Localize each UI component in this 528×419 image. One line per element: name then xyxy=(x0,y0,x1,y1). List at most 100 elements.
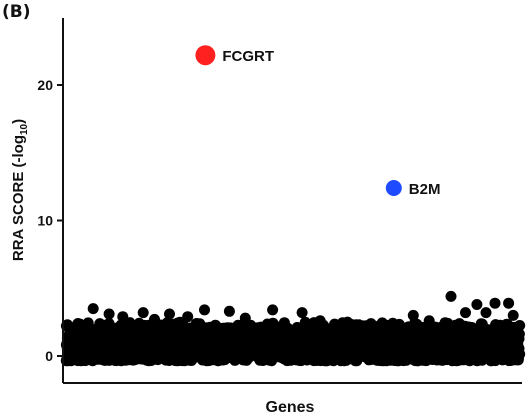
gene-point xyxy=(174,333,186,345)
gene-point-outlier xyxy=(149,313,160,325)
gene-point xyxy=(348,343,360,355)
gene-point xyxy=(265,340,277,352)
gene-point-outlier xyxy=(489,297,501,309)
panel-label: (B) xyxy=(2,2,31,22)
gene-point-outlier xyxy=(503,297,515,309)
gene-point xyxy=(339,349,351,361)
gene-point xyxy=(310,339,322,351)
gene-point-outlier xyxy=(87,303,99,315)
gene-point-outlier xyxy=(480,307,492,319)
highlight-point-fcgrt xyxy=(195,45,216,66)
gene-point-outlier xyxy=(199,304,210,316)
gene-point xyxy=(231,349,242,361)
gene-point xyxy=(446,334,458,346)
gene-point-outlier xyxy=(314,315,326,327)
gene-point xyxy=(152,344,164,356)
gene-point xyxy=(189,323,201,335)
gene-point xyxy=(360,336,372,348)
y-axis-label-main: RRA SCORE (-log xyxy=(10,135,27,261)
gene-point xyxy=(201,322,212,334)
highlight-label-b2m: B2M xyxy=(409,181,441,198)
gene-point xyxy=(324,353,336,364)
gene-point-outlier xyxy=(164,308,175,320)
gene-point xyxy=(291,322,303,333)
gene-point xyxy=(488,331,500,343)
gene-point xyxy=(485,355,497,367)
gene-point-outlier xyxy=(460,307,471,319)
gene-point xyxy=(302,332,314,344)
y-axis-label-subscript: 10 xyxy=(19,123,30,135)
gene-point-outlier xyxy=(239,312,251,324)
gene-point xyxy=(453,327,465,339)
gene-point xyxy=(289,347,301,359)
gene-point xyxy=(334,325,345,337)
gene-point xyxy=(173,343,185,354)
gene-point xyxy=(500,342,511,354)
gene-point xyxy=(353,319,365,331)
gene-point xyxy=(73,322,85,334)
gene-point xyxy=(507,330,519,342)
gene-point xyxy=(299,316,311,328)
gene-point-outlier xyxy=(223,305,235,317)
gene-point xyxy=(383,324,395,335)
gene-point xyxy=(478,333,489,345)
gene-point xyxy=(473,343,485,355)
gene-point xyxy=(364,352,376,363)
gene-point-outlier xyxy=(407,309,419,321)
gene-point xyxy=(312,348,324,360)
gene-point xyxy=(176,319,187,331)
gene-point-outlier xyxy=(445,290,457,302)
gene-point xyxy=(434,324,445,336)
gene-point xyxy=(490,319,502,331)
y-tick-label: 20 xyxy=(37,77,53,93)
y-axis-label: RRA SCORE (-log10) xyxy=(10,119,30,261)
gene-point-outlier xyxy=(182,311,194,323)
gene-point xyxy=(133,340,145,352)
gene-point xyxy=(112,323,124,335)
y-ticks: 0 10 20 xyxy=(37,77,63,364)
gene-point xyxy=(207,345,219,357)
gene-point xyxy=(335,338,346,350)
gene-point xyxy=(214,322,226,334)
gene-point-outlier xyxy=(507,309,519,321)
gene-point xyxy=(457,354,469,366)
gene-point xyxy=(294,337,306,349)
gene-point-outlier xyxy=(471,299,483,310)
gene-point xyxy=(400,349,412,361)
gene-point xyxy=(434,338,446,350)
gene-point xyxy=(77,347,89,359)
gene-point xyxy=(233,323,245,335)
gene-point xyxy=(300,349,312,361)
gene-point-outlier xyxy=(296,307,308,319)
gene-point xyxy=(96,334,108,346)
gene-point xyxy=(435,354,447,366)
gene-point-outlier xyxy=(137,307,149,319)
gene-point xyxy=(142,332,154,344)
y-axis-label-close: ) xyxy=(10,119,27,124)
gene-point xyxy=(413,350,425,361)
highlight-points-layer: FCGRT B2M xyxy=(195,45,440,198)
gene-point xyxy=(178,354,190,366)
gene-point xyxy=(374,350,386,362)
gene-point-outlier xyxy=(423,315,435,327)
gene-point-outlier xyxy=(103,308,115,320)
gene-point xyxy=(271,350,283,362)
gene-point xyxy=(248,345,260,356)
gene-point xyxy=(87,349,99,361)
gene-point xyxy=(350,333,362,345)
gene-point xyxy=(193,336,205,348)
y-tick-label: 0 xyxy=(45,348,53,364)
gene-point xyxy=(393,324,404,336)
gene-point xyxy=(283,326,295,338)
gene-point xyxy=(391,349,403,361)
gene-point xyxy=(317,328,329,340)
x-axis-label: Genes xyxy=(266,399,315,416)
gene-point xyxy=(115,348,127,360)
gene-point-outlier xyxy=(267,304,279,316)
y-tick-label: 10 xyxy=(37,213,53,229)
gene-point xyxy=(257,348,269,360)
gene-point xyxy=(127,354,139,366)
gene-point-outlier xyxy=(342,316,353,328)
gene-point xyxy=(486,346,498,357)
